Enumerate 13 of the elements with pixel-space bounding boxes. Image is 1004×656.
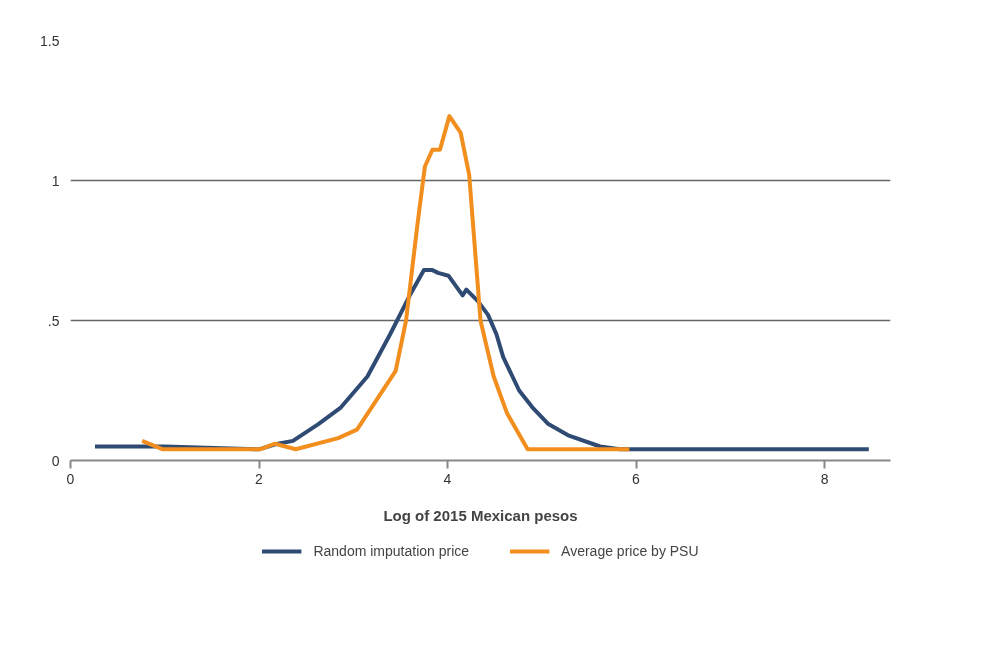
x-tick-label: 8 xyxy=(820,470,829,487)
x-tick-label: 6 xyxy=(632,470,641,487)
x-tick-label: 2 xyxy=(255,470,264,487)
y-tick-label: 0 xyxy=(51,452,60,469)
x-tick-label: 0 xyxy=(66,470,75,487)
x-axis-title: Log of 2015 Mexican pesos xyxy=(383,506,578,524)
legend-label: Average price by PSU xyxy=(561,543,699,559)
legend-label: Random imputation price xyxy=(313,543,470,559)
line-series xyxy=(140,114,632,452)
x-tick-label: 4 xyxy=(443,470,452,487)
y-tick-label: .5 xyxy=(47,312,60,329)
y-tick-label: 1 xyxy=(51,172,60,189)
y-tick-label: 1.5 xyxy=(40,32,60,49)
